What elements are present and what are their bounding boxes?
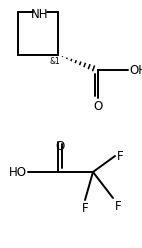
Text: O: O [55, 140, 64, 153]
Text: F: F [82, 202, 88, 215]
Text: F: F [117, 150, 124, 162]
Text: O: O [93, 100, 103, 113]
Text: F: F [115, 200, 122, 213]
Text: OH: OH [129, 63, 142, 76]
Text: HO: HO [9, 165, 27, 179]
Text: &1: &1 [50, 57, 61, 66]
Text: NH: NH [31, 8, 49, 21]
